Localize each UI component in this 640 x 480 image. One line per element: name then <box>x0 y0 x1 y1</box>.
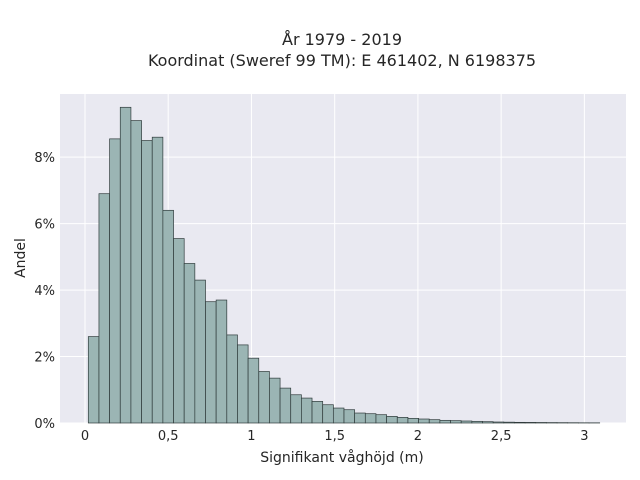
histogram-bar <box>98 193 110 424</box>
y-tick-label: 2% <box>34 351 55 366</box>
histogram-bar <box>503 421 515 424</box>
histogram-bar <box>492 421 505 424</box>
histogram-bar <box>450 420 462 424</box>
x-axis-label: Signifikant våghöjd (m) <box>260 449 423 466</box>
histogram-bar <box>524 422 537 424</box>
histogram-bar <box>119 106 132 424</box>
x-tick-label: 1 <box>247 429 255 444</box>
histogram-bar <box>396 417 409 424</box>
y-tick-label: 6% <box>34 218 55 233</box>
histogram-bar <box>130 120 142 424</box>
y-tick-label: 8% <box>34 151 55 166</box>
histogram-bar <box>354 412 366 424</box>
axis-ticks: 0 0,5 1 1,5 2 2,5 3 0% 2% 4% 6% 8% <box>34 151 588 444</box>
histogram-bar <box>418 418 430 424</box>
y-tick-label: 0% <box>34 417 55 432</box>
histogram-bar <box>215 299 228 424</box>
histogram-bar <box>514 421 526 424</box>
x-tick-label: 0 <box>81 429 89 444</box>
histogram-bar <box>141 140 153 424</box>
histogram-bar <box>109 138 121 424</box>
histogram-bar <box>237 344 249 424</box>
y-axis-label: Andel <box>13 238 29 278</box>
y-tick-label: 4% <box>34 284 55 299</box>
histogram-bar <box>322 404 334 424</box>
histogram-bar <box>173 238 185 424</box>
histogram-bar <box>375 414 387 424</box>
histogram-bar <box>343 409 356 424</box>
histogram-bar <box>162 209 174 424</box>
histogram-bar <box>301 397 313 424</box>
histogram-bar <box>183 263 196 424</box>
x-tick-label: 2 <box>414 429 422 444</box>
chart-title-line-2: Koordinat (Sweref 99 TM): E 461402, N 61… <box>148 51 536 70</box>
histogram-bar <box>151 136 164 424</box>
x-tick-label: 2,5 <box>491 429 512 444</box>
histogram-bar <box>407 417 419 424</box>
histogram-bar <box>439 419 451 424</box>
histogram-bar <box>364 413 377 424</box>
histogram-bar <box>205 301 217 424</box>
histogram-bar <box>258 371 270 424</box>
histogram-bars <box>87 106 601 424</box>
histogram-bar <box>482 421 494 424</box>
histogram-bar <box>290 394 302 424</box>
histogram-bar <box>386 416 398 424</box>
histogram-bar <box>279 387 292 424</box>
histogram-bar <box>332 407 345 424</box>
x-tick-label: 0,5 <box>158 429 179 444</box>
histogram-bar <box>226 334 238 424</box>
x-tick-label: 3 <box>580 429 588 444</box>
histogram-bar <box>194 279 206 424</box>
histogram-bar <box>311 401 324 424</box>
histogram-bar <box>247 357 260 424</box>
x-tick-label: 1,5 <box>324 429 345 444</box>
histogram-bar <box>428 419 441 424</box>
histogram-bar <box>269 377 281 424</box>
histogram-bar <box>87 336 100 424</box>
chart-title-line-1: År 1979 - 2019 <box>282 30 402 49</box>
histogram-bar <box>471 420 483 424</box>
histogram-bar <box>460 420 473 424</box>
